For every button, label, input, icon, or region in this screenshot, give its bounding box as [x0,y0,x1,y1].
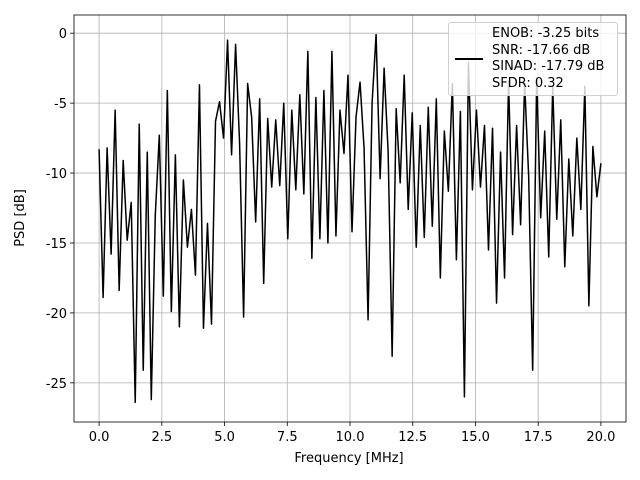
y-tick-label: -20 [46,307,67,322]
x-tick-label: 7.5 [277,430,298,445]
y-axis-label: PSD [dB] [13,189,28,247]
legend: ENOB: -3.25 bits SNR: -17.66 dB SINAD: -… [448,22,618,96]
series-line [98,33,602,404]
x-tick-label: 5.0 [214,430,235,445]
y-tick-label: -10 [46,167,67,182]
x-tick-label: 2.5 [151,430,172,445]
y-tick-label: -15 [46,237,67,252]
legend-label: ENOB: -3.25 bits SNR: -17.66 dB SINAD: -… [492,26,605,91]
x-tick-label: 12.5 [398,430,427,445]
x-tick-label: 15.0 [461,430,490,445]
legend-line [455,58,483,60]
x-tick-label: 0.0 [89,430,110,445]
x-axis-label: Frequency [MHz] [294,451,403,466]
x-tick-label: 17.5 [524,430,553,445]
x-tick-label: 10.0 [336,430,365,445]
y-tick-label: -25 [46,377,67,392]
y-tick-label: 0 [59,27,67,42]
x-tick-label: 20.0 [586,430,615,445]
y-tick-label: -5 [54,97,67,112]
plot-frame [73,14,627,423]
